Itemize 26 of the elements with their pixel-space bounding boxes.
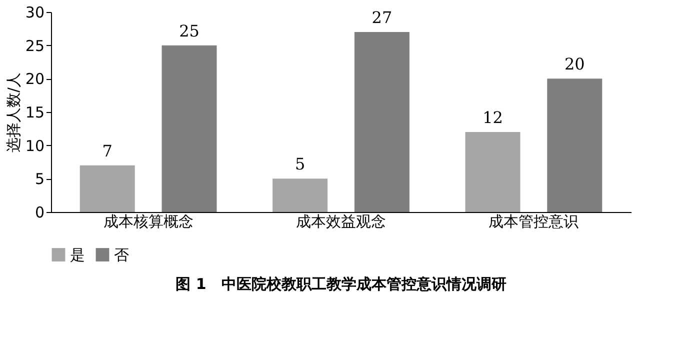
bar <box>272 178 328 212</box>
data-label: 7 <box>102 141 112 160</box>
x-tick-label: 成本效益观念 <box>296 212 386 230</box>
y-tick-label: 10 <box>25 136 44 155</box>
y-tick-label: 5 <box>34 170 44 188</box>
y-tick-label: 0 <box>34 204 44 222</box>
text: 图 1 中医院校教职工教学成本管控意识情况调研 <box>176 275 506 293</box>
bar <box>354 32 410 212</box>
y-tick-label: 20 <box>25 70 44 88</box>
y-tick-label: 30 <box>25 4 44 22</box>
x-tick-label: 成本核算概念 <box>103 212 194 230</box>
data-label: 20 <box>564 54 585 74</box>
x-tick-label: 成本管控意识 <box>488 212 579 230</box>
legend-label: 是 <box>70 246 85 264</box>
data-label: 25 <box>179 21 200 40</box>
bar <box>547 78 602 212</box>
data-label: 27 <box>372 8 392 27</box>
y-axis-title: 选择人数/人 <box>4 72 22 153</box>
bar <box>465 132 520 212</box>
data-label: 12 <box>482 108 503 127</box>
y-tick-label: 25 <box>25 36 44 55</box>
bar <box>80 165 135 212</box>
bar <box>162 45 217 212</box>
legend-label: 否 <box>114 246 129 264</box>
data-label: 5 <box>294 154 306 174</box>
y-tick-label: 15 <box>25 104 44 122</box>
